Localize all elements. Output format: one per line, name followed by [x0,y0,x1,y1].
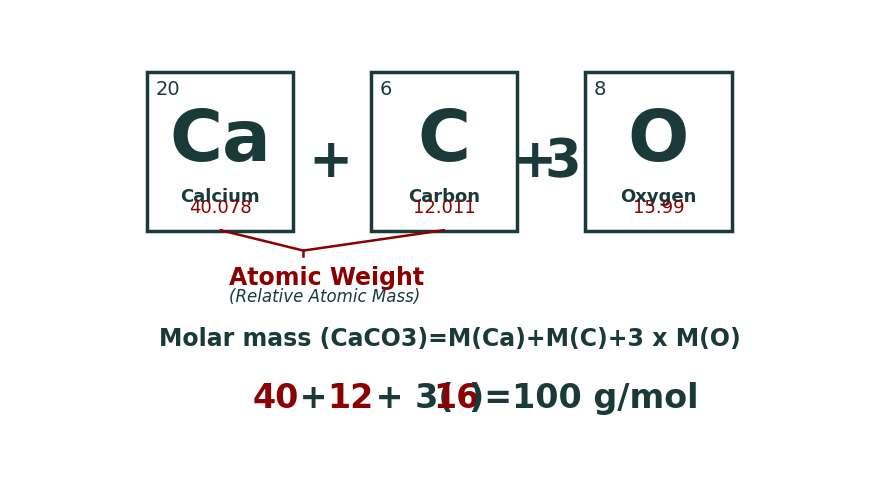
Text: 20: 20 [155,80,180,99]
Text: 12: 12 [328,382,374,416]
Text: 12.011: 12.011 [413,198,475,216]
Text: )=100 g/mol: )=100 g/mol [469,382,698,416]
Text: Oxygen: Oxygen [620,188,696,206]
FancyBboxPatch shape [371,72,517,232]
Text: Ca: Ca [169,108,271,176]
Text: Molar mass (CaCO3)=M(Ca)+M(C)+3 x M(O): Molar mass (CaCO3)=M(Ca)+M(C)+3 x M(O) [159,327,740,351]
Text: 40.078: 40.078 [189,198,252,216]
Text: (Relative Atomic Mass): (Relative Atomic Mass) [229,288,420,306]
Text: O: O [628,108,689,176]
Text: Calcium: Calcium [181,188,260,206]
Text: +: + [309,136,353,188]
Text: 8: 8 [594,80,606,99]
Text: Atomic Weight: Atomic Weight [229,266,424,289]
Text: 16: 16 [433,382,480,416]
Text: 6: 6 [380,80,392,99]
Text: C: C [417,108,471,176]
FancyBboxPatch shape [147,72,293,232]
FancyBboxPatch shape [586,72,731,232]
Text: 3: 3 [545,136,581,188]
Text: +: + [512,136,557,188]
Text: + 3(: + 3( [364,382,453,416]
Text: 15.99: 15.99 [632,198,684,216]
Text: 40: 40 [252,382,298,416]
Text: +: + [288,382,339,416]
Text: Carbon: Carbon [409,188,481,206]
